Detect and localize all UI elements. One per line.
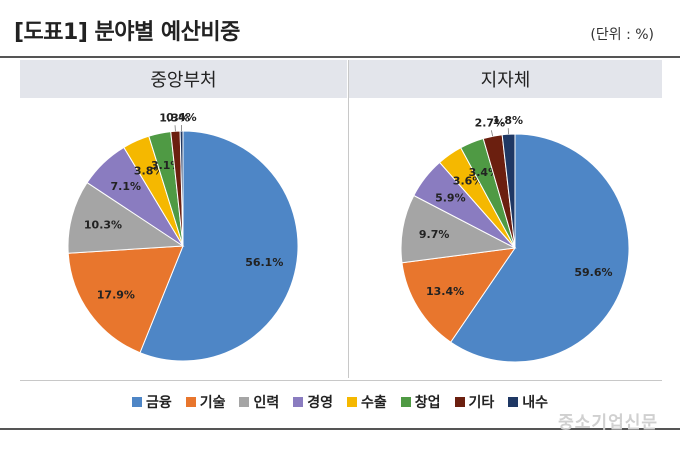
chart-legend: 금융 기술 인력 경영 수출 창업 기타 내수: [0, 392, 680, 412]
data-label: 5.9%: [435, 191, 466, 204]
pie-chart-local: 59.6% 13.4% 9.7% 5.9% 3.6%3.4% 2.7%1.8%: [400, 114, 630, 363]
data-label: 17.9%: [97, 288, 135, 301]
legend-item-5: 창업: [400, 392, 441, 412]
data-label: 7.1%: [110, 180, 141, 193]
legend-label: 기술: [199, 395, 226, 411]
pie-slice-0: [449, 133, 630, 363]
legend-item-4: 수출: [347, 392, 387, 412]
legend-label: 인력: [253, 395, 280, 411]
data-label: 1.8%: [493, 114, 524, 127]
data-label: 3.4%: [469, 166, 500, 179]
pie-slice-1: [67, 245, 184, 354]
pie-chart-central: 56.1%17.9%10.3%7.1%3.8%3.1%1.3%0.4%: [67, 111, 299, 362]
page-title: [도표1] 분야별 예산비중: [14, 20, 240, 45]
legend-label: 창업: [414, 395, 441, 411]
data-label: 1.3%: [159, 111, 190, 124]
legend-label: 수출: [361, 395, 387, 411]
leader-line: [491, 130, 493, 137]
pie-slice-2: [67, 181, 185, 254]
watermark-text: 중소기업신문: [558, 413, 658, 433]
data-label: 3.8%: [134, 164, 165, 177]
legend-item-6: 기타: [454, 392, 495, 412]
unit-label: (단위 : %): [590, 27, 654, 43]
legend-swatch: [293, 397, 304, 407]
data-label: 3.6%: [453, 175, 484, 188]
pie-slice-0: [139, 130, 299, 362]
legend-item-7: 내수: [508, 392, 548, 412]
pie-slice-1: [401, 247, 517, 343]
data-label: 56.1%: [245, 256, 283, 269]
legend-item-0: 금융: [131, 392, 172, 412]
legend-item-1: 기술: [185, 392, 226, 412]
legend-item-3: 경영: [293, 392, 333, 412]
pie-slice-7: [501, 133, 516, 249]
bottom-rule: [0, 428, 680, 430]
legend-swatch: [131, 397, 142, 407]
legend-swatch: [400, 397, 411, 407]
data-label: 2.7%: [475, 116, 506, 129]
legend-item-2: 인력: [239, 392, 279, 412]
column-divider: [348, 60, 349, 378]
data-label: 9.7%: [419, 228, 450, 241]
column-header-local: 지자체: [349, 60, 662, 98]
data-label: 0.4%: [166, 111, 197, 124]
legend-label: 내수: [522, 395, 549, 411]
legend-label: 기타: [468, 395, 495, 411]
legend-swatch: [508, 397, 519, 407]
data-label: 13.4%: [426, 285, 464, 298]
legend-divider: [20, 380, 662, 381]
legend-swatch: [454, 397, 465, 407]
legend-swatch: [185, 397, 196, 407]
legend-swatch: [347, 397, 357, 407]
legend-swatch: [239, 397, 250, 407]
legend-label: 금융: [145, 395, 172, 411]
data-label: 59.6%: [574, 266, 612, 279]
column-header-central: 중앙부처: [20, 60, 347, 98]
legend-label: 경영: [307, 395, 333, 411]
top-rule: [0, 56, 680, 58]
data-label: 10.3%: [84, 219, 122, 232]
